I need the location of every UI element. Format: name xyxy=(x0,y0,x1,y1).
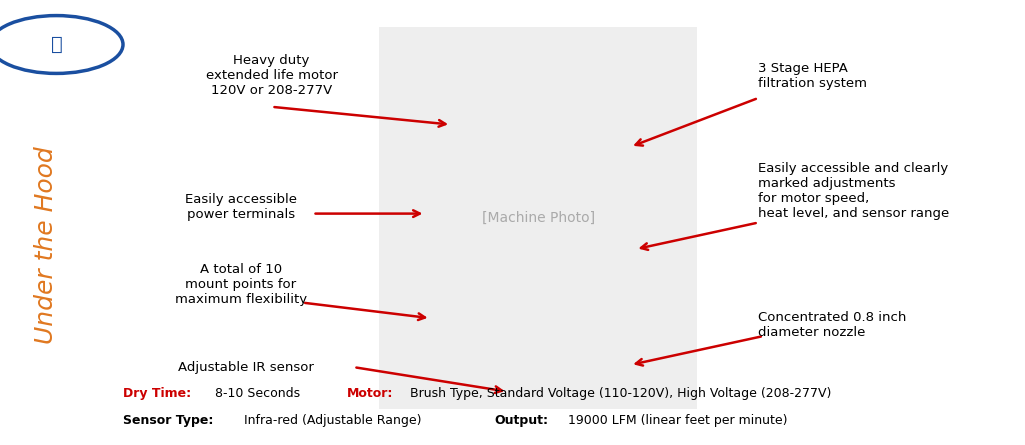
Text: Easily accessible
power terminals: Easily accessible power terminals xyxy=(184,193,297,221)
FancyBboxPatch shape xyxy=(379,27,697,409)
Text: Dry Time:: Dry Time: xyxy=(123,387,191,400)
Text: Output:: Output: xyxy=(494,414,548,427)
Text: Adjustable IR sensor: Adjustable IR sensor xyxy=(178,360,314,374)
Text: Motor:: Motor: xyxy=(346,387,393,400)
Text: A total of 10
mount points for
maximum flexibility: A total of 10 mount points for maximum f… xyxy=(175,263,306,306)
Text: Concentrated 0.8 inch
diameter nozzle: Concentrated 0.8 inch diameter nozzle xyxy=(758,311,907,339)
Text: Easily accessible and clearly
marked adjustments
for motor speed,
heat level, an: Easily accessible and clearly marked adj… xyxy=(758,162,950,220)
Text: Sensor Type:: Sensor Type: xyxy=(123,414,213,427)
Text: Brush Type, Standard Voltage (110-120V), High Voltage (208-277V): Brush Type, Standard Voltage (110-120V),… xyxy=(406,387,831,400)
Text: Heavy duty
extended life motor
120V or 208-277V: Heavy duty extended life motor 120V or 2… xyxy=(206,54,337,97)
Text: Infra-red (Adjustable Range): Infra-red (Adjustable Range) xyxy=(240,414,437,427)
Text: 8-10 Seconds: 8-10 Seconds xyxy=(211,387,316,400)
Text: 19000 LFM (linear feet per minute): 19000 LFM (linear feet per minute) xyxy=(564,414,787,427)
Circle shape xyxy=(0,16,123,73)
Text: 🚗: 🚗 xyxy=(50,35,63,54)
Text: 3 Stage HEPA
filtration system: 3 Stage HEPA filtration system xyxy=(758,62,867,89)
Text: [Machine Photo]: [Machine Photo] xyxy=(482,211,594,225)
Text: Under the Hood: Under the Hood xyxy=(34,146,58,344)
